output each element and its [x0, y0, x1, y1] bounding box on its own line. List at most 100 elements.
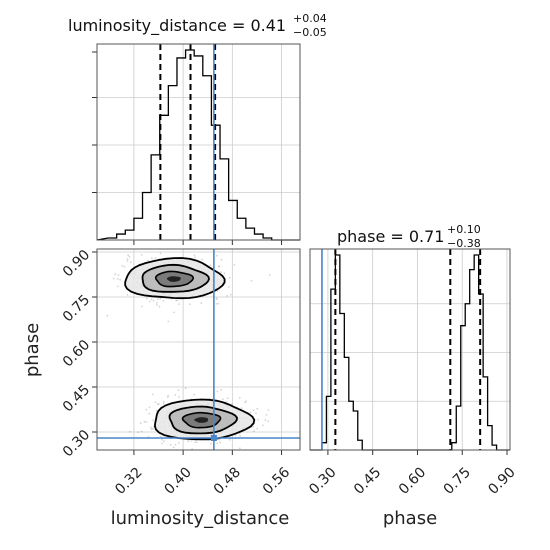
sample-point: [217, 302, 220, 305]
sample-point: [128, 255, 131, 258]
sample-point: [252, 425, 255, 428]
sample-point: [148, 406, 151, 409]
sample-point: [172, 446, 175, 449]
sample-point: [148, 412, 151, 415]
sample-point: [250, 279, 253, 282]
sample-point: [222, 398, 224, 400]
sample-point: [225, 400, 228, 403]
sample-point: [255, 412, 257, 415]
sample-point: [150, 426, 152, 429]
sample-point: [143, 420, 146, 423]
sample-point: [158, 305, 161, 308]
sample-point: [223, 272, 226, 275]
sample-point: [177, 389, 180, 392]
sample-point: [267, 409, 270, 411]
sample-point: [215, 303, 218, 305]
sample-point: [159, 297, 162, 300]
sample-point: [141, 305, 143, 308]
sample-point: [149, 300, 151, 303]
sample-point: [174, 443, 177, 446]
sample-point: [201, 258, 204, 261]
sample-point: [268, 274, 271, 276]
x-tick-label-luminosity-distance: 0.40: [162, 464, 195, 497]
sample-point: [239, 447, 241, 450]
sample-point: [117, 274, 120, 276]
sample-point: [117, 285, 119, 288]
sample-point: [240, 407, 243, 410]
luminosity-distance-title-minus: −0.05: [293, 26, 327, 39]
sample-point: [162, 300, 165, 302]
contour-level: [166, 276, 181, 282]
x-axis-label-luminosity-distance: luminosity_distance: [111, 508, 290, 529]
sample-point: [216, 390, 219, 393]
sample-point: [228, 276, 231, 279]
sample-point: [126, 293, 129, 296]
sample-point: [256, 427, 259, 430]
sample-point: [128, 430, 131, 433]
luminosity-distance-title-plus: +0.04: [293, 12, 327, 25]
density-contours: [153, 398, 256, 441]
y-tick-label-phase: 0.90: [60, 247, 93, 280]
sample-point: [178, 303, 180, 305]
sample-point: [264, 419, 267, 422]
sample-point: [126, 260, 129, 262]
sample-point: [210, 442, 212, 445]
sample-point: [151, 393, 154, 396]
sample-point: [116, 278, 119, 280]
sample-point: [167, 394, 170, 397]
sample-point: [158, 403, 160, 405]
sample-point: [226, 397, 229, 400]
phase-title-plus: +0.10: [447, 223, 481, 236]
y-axis-label-phase: phase: [22, 323, 43, 377]
y-tick-label-phase: 0.60: [60, 337, 93, 370]
sample-point: [155, 410, 158, 412]
luminosity-distance-title: luminosity_distance = 0.41: [68, 16, 286, 36]
sample-point: [119, 278, 121, 281]
sample-point: [150, 257, 153, 259]
sample-point: [187, 440, 189, 443]
sample-point: [121, 265, 124, 267]
sample-point: [252, 409, 255, 412]
sample-point: [230, 293, 232, 296]
sample-point: [253, 430, 255, 432]
sample-point: [220, 388, 223, 391]
sample-point: [145, 421, 148, 423]
sample-point: [194, 256, 196, 259]
sample-point: [218, 265, 221, 268]
sample-point: [166, 396, 169, 398]
contour-level: [194, 417, 209, 423]
sample-point: [189, 303, 191, 306]
sample-point: [190, 440, 193, 442]
sample-point: [209, 264, 212, 267]
sample-point: [216, 290, 219, 292]
sample-point: [152, 419, 155, 421]
sample-point: [194, 441, 196, 444]
sample-point: [140, 254, 143, 256]
sample-point: [152, 299, 155, 302]
sample-point: [156, 304, 158, 306]
sample-point: [123, 265, 126, 268]
sample-point: [256, 407, 259, 410]
sample-point: [154, 401, 157, 404]
sample-point: [226, 294, 229, 297]
joint-frame: [96, 248, 301, 451]
truth-marker: [210, 435, 217, 441]
density-contours: [124, 257, 226, 300]
sample-point: [129, 261, 132, 264]
sample-point: [227, 286, 230, 288]
sample-point: [176, 299, 179, 302]
sample-point: [154, 257, 157, 259]
sample-point: [228, 438, 231, 441]
hist-y-frame: [309, 248, 511, 451]
sample-point: [215, 297, 218, 299]
sample-point: [145, 408, 148, 411]
sample-point: [114, 273, 117, 276]
sample-point: [174, 394, 177, 396]
sample-point: [112, 277, 115, 280]
sample-point: [162, 402, 165, 405]
sample-point: [126, 258, 129, 260]
sample-point: [200, 302, 203, 305]
x-tick-label-phase: 0.60: [396, 464, 429, 497]
x-tick-label-phase: 0.75: [441, 464, 474, 497]
